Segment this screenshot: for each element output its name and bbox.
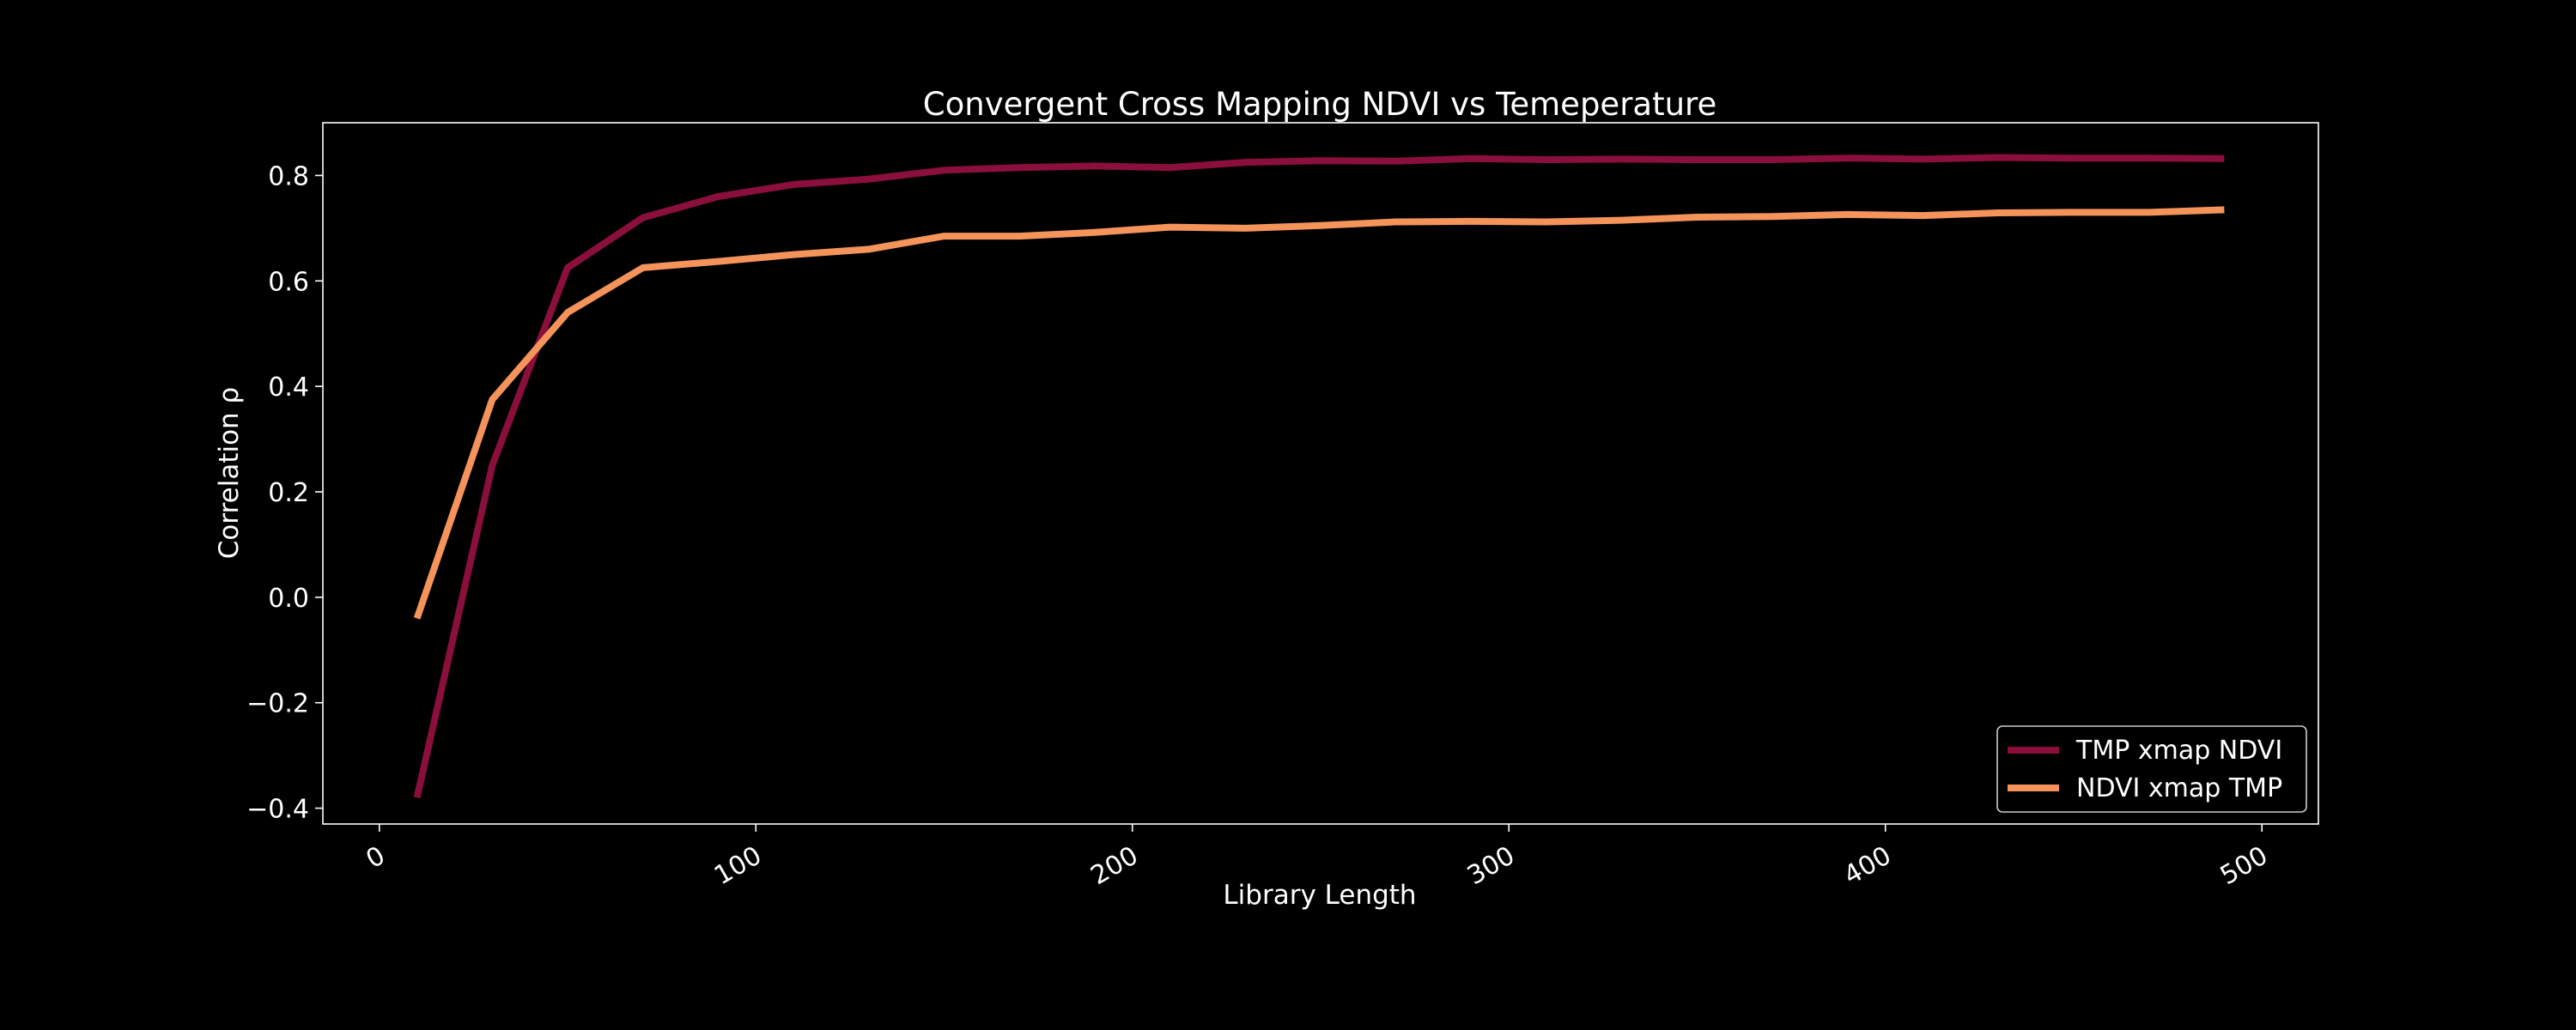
y-axis-label: Correlation ρ <box>214 387 245 559</box>
y-tick-label: 0.2 <box>268 478 309 508</box>
plot-area <box>413 154 2225 799</box>
x-axis-label: Library Length <box>1223 880 1416 911</box>
y-tick-label: 0.0 <box>268 584 309 614</box>
y-tick-label: 0.6 <box>268 267 309 297</box>
legend-box <box>1996 725 2307 813</box>
y-tick-label: −0.2 <box>246 689 309 719</box>
y-axis: −0.4 −0.2 0.0 0.2 0.4 0.6 0.8 <box>246 161 323 825</box>
y-tick-label: 0.4 <box>268 373 309 403</box>
plot-frame <box>322 122 2319 825</box>
legend-label: TMP xmap NDVI <box>2075 736 2282 766</box>
y-tick-label: 0.8 <box>268 161 309 191</box>
series-line-1 <box>413 154 2225 799</box>
legend-label: NDVI xmap TMP <box>2076 773 2282 803</box>
legend: TMP xmap NDVI NDVI xmap TMP <box>1996 725 2307 813</box>
chart-title: Convergent Cross Mapping NDVI vs Temeper… <box>923 86 1716 123</box>
y-tick-label: −0.4 <box>246 795 309 825</box>
series-line-2 <box>413 206 2225 620</box>
